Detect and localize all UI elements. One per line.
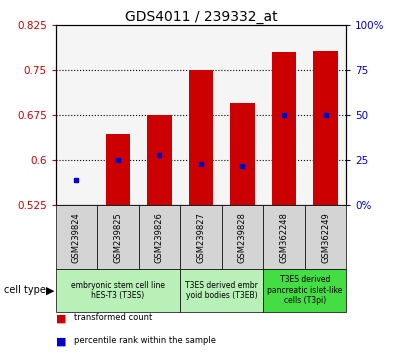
- Text: T3ES derived embr
yoid bodies (T3EB): T3ES derived embr yoid bodies (T3EB): [185, 281, 258, 300]
- Bar: [189, 70, 213, 205]
- Text: ■: ■: [56, 336, 66, 346]
- Text: cell type: cell type: [4, 285, 46, 295]
- Bar: [230, 103, 255, 205]
- Text: T3ES derived
pancreatic islet-like
cells (T3pi): T3ES derived pancreatic islet-like cells…: [267, 275, 342, 305]
- Bar: [271, 52, 297, 205]
- Text: GSM239828: GSM239828: [238, 212, 247, 263]
- Bar: [313, 51, 338, 205]
- Bar: [147, 115, 172, 205]
- Bar: [105, 134, 131, 205]
- Text: percentile rank within the sample: percentile rank within the sample: [74, 336, 216, 345]
- Text: GSM239824: GSM239824: [72, 212, 81, 263]
- Text: GSM362248: GSM362248: [279, 212, 289, 263]
- Text: embryonic stem cell line
hES-T3 (T3ES): embryonic stem cell line hES-T3 (T3ES): [71, 281, 165, 300]
- Text: GSM239826: GSM239826: [155, 212, 164, 263]
- Text: ■: ■: [56, 313, 66, 323]
- Text: transformed count: transformed count: [74, 313, 152, 322]
- Text: GSM239827: GSM239827: [197, 212, 205, 263]
- Title: GDS4011 / 239332_at: GDS4011 / 239332_at: [125, 10, 277, 24]
- Text: GSM239825: GSM239825: [113, 212, 123, 263]
- Text: ▶: ▶: [46, 285, 54, 295]
- Text: GSM362249: GSM362249: [321, 212, 330, 263]
